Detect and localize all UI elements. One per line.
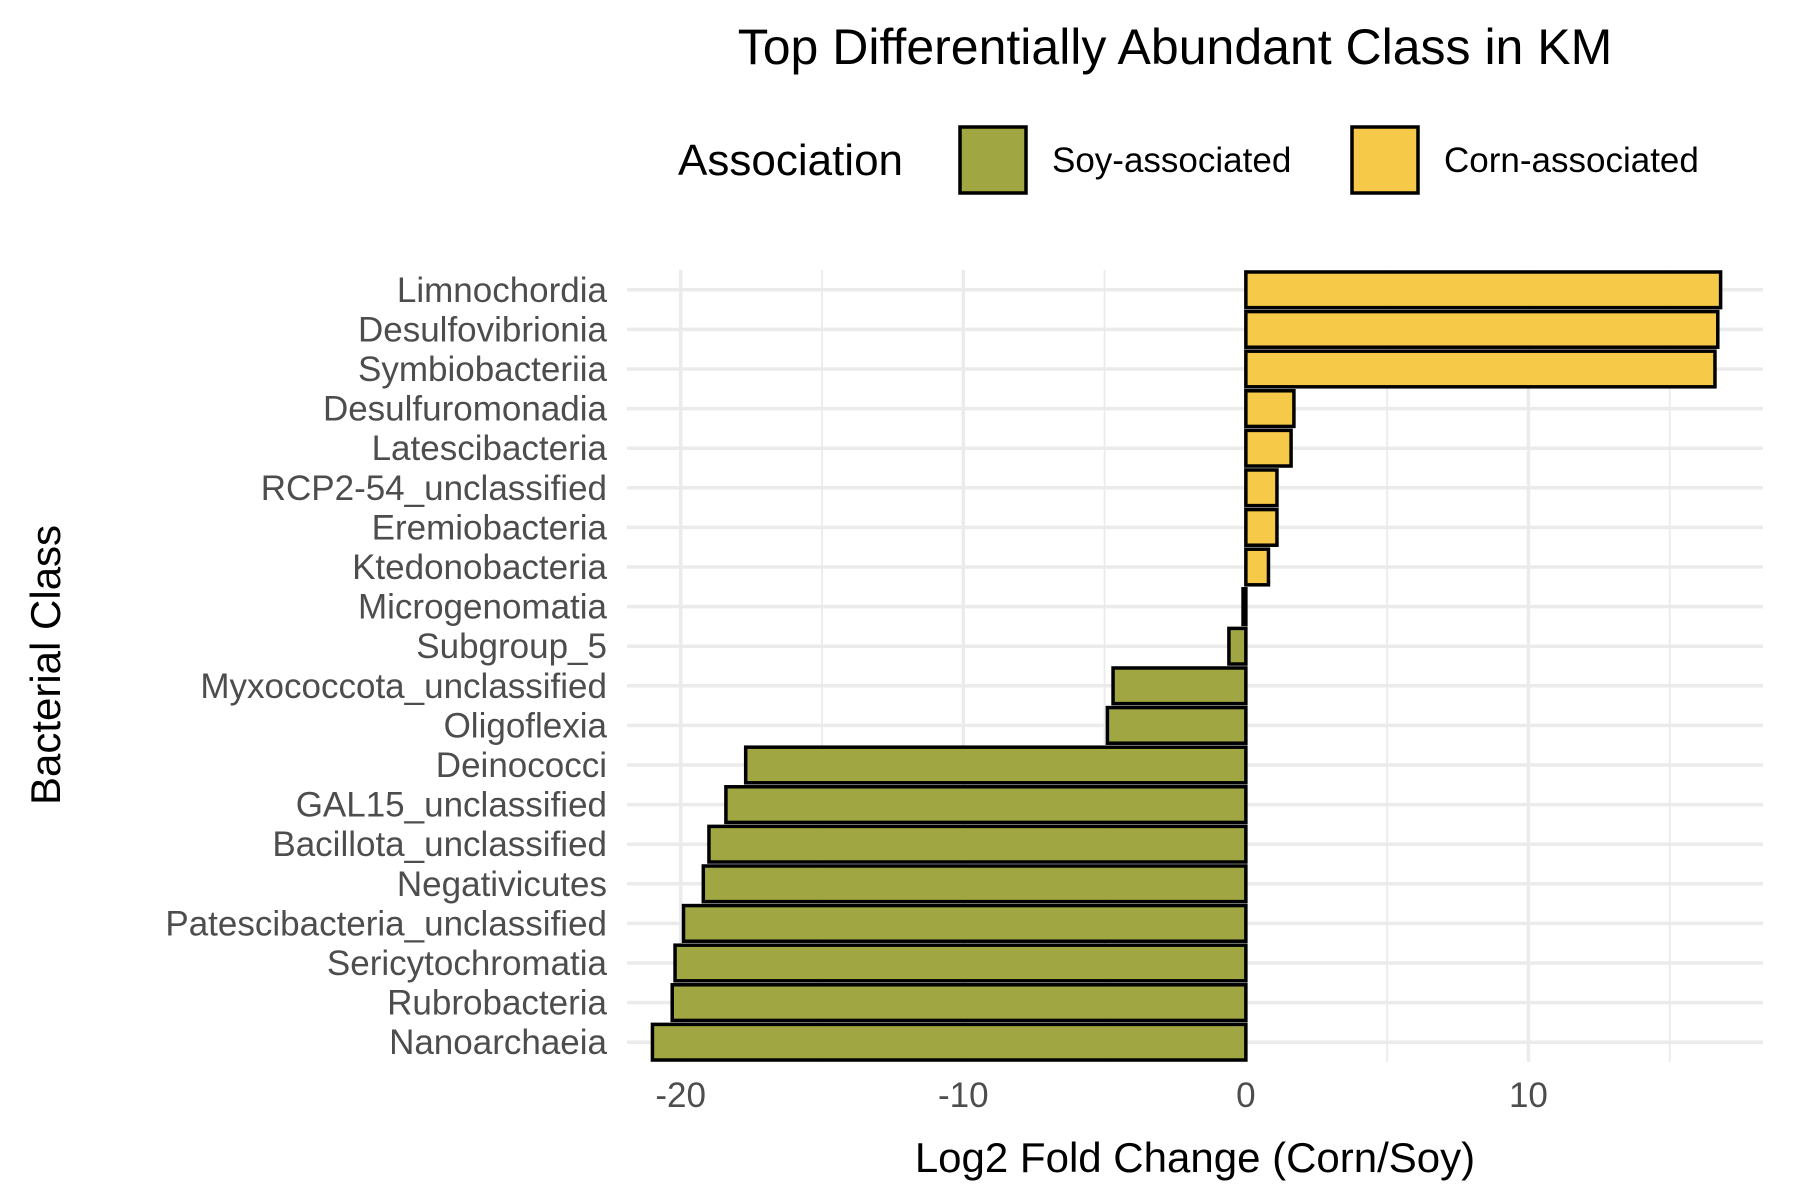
y-tick-label: Myxococcota_unclassified xyxy=(200,667,607,706)
bar xyxy=(1244,547,1271,587)
bar xyxy=(1244,389,1296,429)
bar xyxy=(1241,587,1248,627)
y-tick-label: Deinococci xyxy=(436,746,607,785)
legend-key-soy xyxy=(958,125,1028,195)
y-tick-label: Nanoarchaeia xyxy=(389,1023,607,1062)
y-tick-label: Subgroup_5 xyxy=(416,627,607,666)
bar xyxy=(1244,468,1279,508)
legend-label-corn: Corn-associated xyxy=(1444,141,1699,180)
y-tick-label: Microgenomatia xyxy=(358,588,608,627)
y-axis-title: Bacterial Class xyxy=(22,525,69,805)
legend-key-corn xyxy=(1350,125,1420,195)
x-axis-title: Log2 Fold Change (Corn/Soy) xyxy=(915,1134,1475,1181)
bar xyxy=(743,745,1248,785)
y-tick-label: Limnochordia xyxy=(397,271,608,310)
grid xyxy=(627,270,1763,1062)
y-tick-label: RCP2-54_unclassified xyxy=(261,469,607,508)
bar xyxy=(1111,666,1248,706)
x-axis-tick-labels: -20 -10 0 10 xyxy=(655,1076,1548,1115)
bar xyxy=(670,983,1248,1023)
x-tick-label: 10 xyxy=(1509,1076,1548,1115)
y-tick-label: Desulfuromonadia xyxy=(323,390,608,429)
y-tick-label: GAL15_unclassified xyxy=(296,786,607,825)
bar xyxy=(681,903,1248,943)
bar xyxy=(707,824,1248,864)
y-tick-label: Desulfovibrionia xyxy=(358,310,608,349)
x-tick-label: -20 xyxy=(655,1076,706,1115)
y-tick-label: Symbiobacteriia xyxy=(358,350,608,389)
legend-title: Association xyxy=(678,136,903,185)
bar xyxy=(1105,705,1248,745)
y-tick-label: Latescibacteria xyxy=(372,429,608,468)
bar xyxy=(1244,349,1717,389)
bars xyxy=(650,270,1723,1062)
bar xyxy=(1244,309,1720,349)
legend: Association Soy-associated Corn-associat… xyxy=(678,125,1699,195)
y-tick-label: Negativicutes xyxy=(397,865,607,904)
y-tick-label: Sericytochromatia xyxy=(327,944,608,983)
bar xyxy=(1227,626,1248,666)
bar xyxy=(1244,270,1723,310)
bar xyxy=(701,864,1248,904)
y-tick-label: Oligoflexia xyxy=(444,706,608,745)
bar xyxy=(1244,507,1279,547)
bar xyxy=(673,943,1248,983)
y-tick-label: Ktedonobacteria xyxy=(352,548,607,587)
x-tick-label: -10 xyxy=(938,1076,989,1115)
bar xyxy=(724,785,1248,825)
y-tick-label: Rubrobacteria xyxy=(387,984,607,1023)
bar xyxy=(1244,428,1293,468)
y-tick-label: Eremiobacteria xyxy=(372,508,608,547)
y-axis-tick-labels: LimnochordiaDesulfovibrioniaSymbiobacter… xyxy=(165,271,607,1062)
x-tick-label: 0 xyxy=(1236,1076,1255,1115)
y-tick-label: Bacillota_unclassified xyxy=(272,825,607,864)
bar xyxy=(650,1022,1248,1062)
chart-title: Top Differentially Abundant Class in KM xyxy=(738,19,1613,75)
legend-label-soy: Soy-associated xyxy=(1052,141,1291,180)
y-tick-label: Patescibacteria_unclassified xyxy=(165,904,607,943)
